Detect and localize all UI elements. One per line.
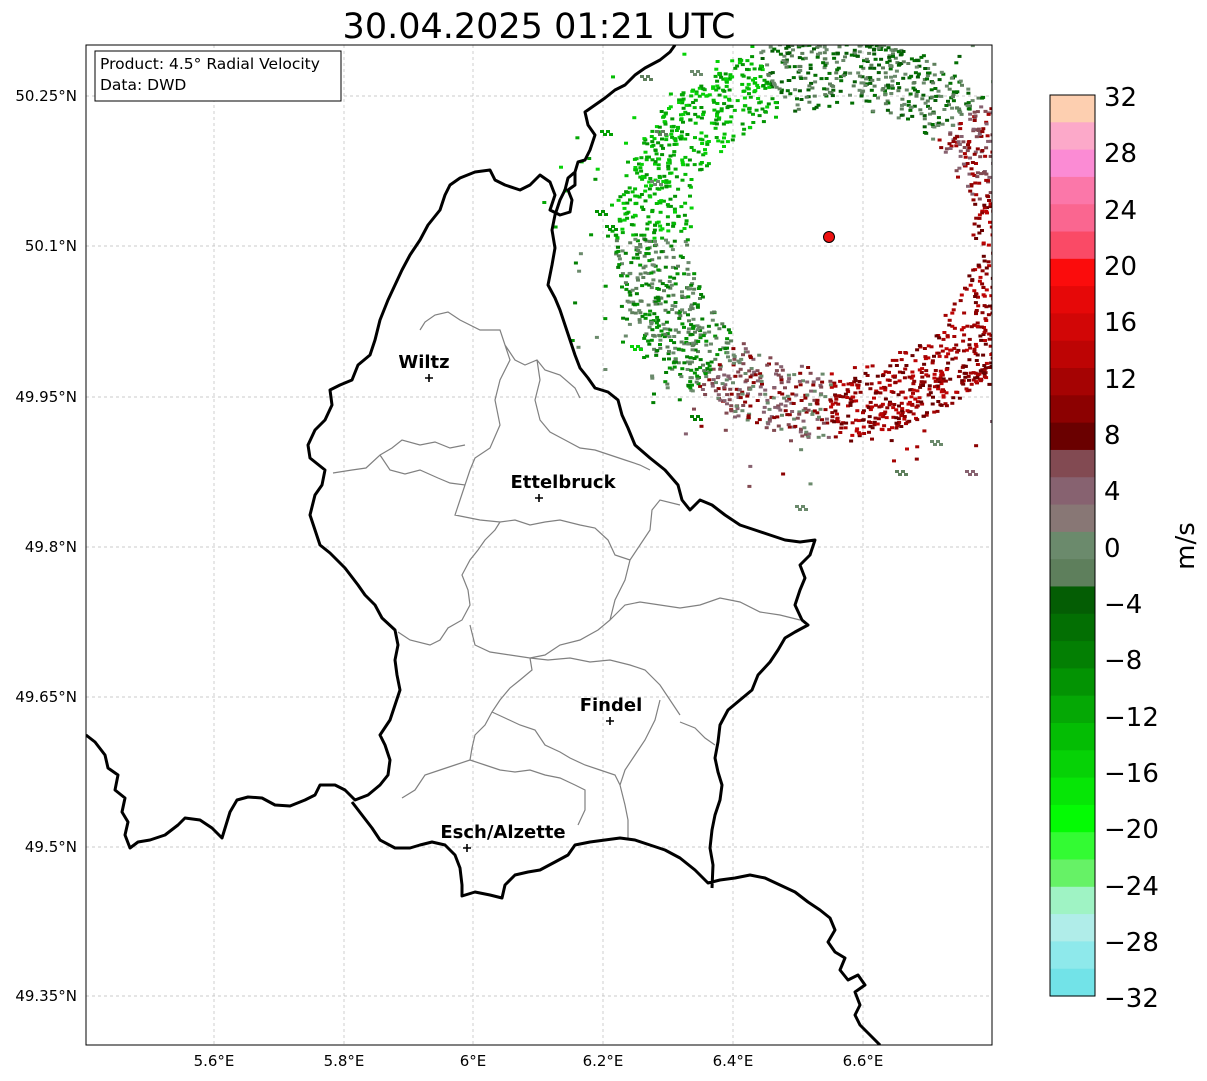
colorbar-tick-label: −32 bbox=[1104, 984, 1159, 1014]
lon-tick-labels: 5.6°E 5.8°E 6°E 6.2°E 6.4°E 6.6°E bbox=[194, 1052, 884, 1070]
colorbar-tick-label: 28 bbox=[1104, 139, 1137, 169]
info-box-frame bbox=[94, 50, 342, 102]
colorbar-segment bbox=[1050, 750, 1095, 779]
colorbar-tick-label: 12 bbox=[1104, 365, 1137, 395]
city-marker-icon bbox=[606, 717, 614, 725]
city-label: Esch/Alzette bbox=[440, 822, 565, 843]
city-markers: Wiltz Ettelbruck Findel Esch/Alzette bbox=[398, 352, 642, 852]
plot-frame bbox=[85, 44, 993, 1046]
city-marker-icon bbox=[535, 494, 543, 502]
colorbar-segment bbox=[1050, 941, 1095, 970]
colorbar-segment bbox=[1050, 231, 1095, 260]
colorbar-segment bbox=[1050, 95, 1095, 123]
radar-site-marker bbox=[823, 231, 835, 243]
colorbar-tick-label: −28 bbox=[1104, 928, 1159, 958]
colorbar-segment bbox=[1050, 968, 1095, 997]
colorbar-tick-label: −8 bbox=[1104, 646, 1142, 676]
colorbar-tick-label: −4 bbox=[1104, 590, 1142, 620]
colorbar-segment bbox=[1050, 477, 1095, 506]
info-box: Product: 4.5° Radial Velocity Data: DWD bbox=[94, 50, 342, 102]
colorbar-tick-label: 4 bbox=[1104, 477, 1121, 507]
colorbar-segment bbox=[1050, 886, 1095, 915]
lon-tick-label: 6°E bbox=[460, 1052, 487, 1070]
colorbar-tick-label: 20 bbox=[1104, 252, 1137, 282]
colorbar-segment bbox=[1050, 504, 1095, 533]
colorbar-segment bbox=[1050, 859, 1095, 888]
colorbar-segment bbox=[1050, 149, 1095, 178]
colorbar-tick-label: 8 bbox=[1104, 421, 1121, 451]
lon-tick-label: 6.6°E bbox=[843, 1052, 884, 1070]
lat-tick-label: 50.1°N bbox=[25, 237, 77, 255]
colorbar-segment bbox=[1050, 204, 1095, 233]
lon-tick-label: 6.2°E bbox=[583, 1052, 624, 1070]
city-label: Findel bbox=[580, 695, 643, 716]
colorbar-ticks: 32 28 24 20 16 12 8 4 0 −4 −8 −12 −16 −2… bbox=[1104, 83, 1159, 1014]
colorbar-tick-label: −16 bbox=[1104, 759, 1159, 789]
lat-tick-label: 49.35°N bbox=[15, 987, 77, 1005]
colorbar bbox=[1050, 95, 1095, 997]
radar-velocity-echoes bbox=[542, 45, 992, 511]
city-esch-alzette: Esch/Alzette bbox=[440, 822, 566, 852]
canton-boundaries bbox=[332, 311, 801, 840]
colorbar-segment bbox=[1050, 586, 1095, 615]
colorbar-segment bbox=[1050, 286, 1095, 315]
colorbar-segment bbox=[1050, 340, 1095, 369]
city-marker-icon bbox=[463, 844, 471, 852]
map-title: 30.04.2025 01:21 UTC bbox=[343, 7, 736, 47]
colorbar-segment bbox=[1050, 368, 1095, 396]
city-wiltz: Wiltz bbox=[398, 352, 450, 382]
colorbar-tick-label: 16 bbox=[1104, 308, 1137, 338]
colorbar-segment bbox=[1050, 641, 1095, 669]
colorbar-segment bbox=[1050, 722, 1095, 751]
colorbar-tick-label: 32 bbox=[1104, 83, 1137, 113]
lat-tick-label: 50.25°N bbox=[15, 87, 77, 105]
city-label: Ettelbruck bbox=[510, 472, 616, 493]
lat-tick-label: 49.95°N bbox=[15, 388, 77, 406]
city-marker-icon bbox=[425, 374, 433, 382]
colorbar-tick-label: 24 bbox=[1104, 196, 1137, 226]
colorbar-segment bbox=[1050, 613, 1095, 642]
lat-tick-labels: 50.25°N 50.1°N 49.95°N 49.8°N 49.65°N 49… bbox=[15, 87, 77, 1005]
gridlines bbox=[86, 45, 992, 1045]
colorbar-tick-label: 0 bbox=[1104, 534, 1121, 564]
lon-tick-label: 6.4°E bbox=[713, 1052, 754, 1070]
colorbar-segment bbox=[1050, 559, 1095, 588]
colorbar-segment bbox=[1050, 422, 1095, 451]
info-product: Product: 4.5° Radial Velocity bbox=[100, 55, 320, 73]
colorbar-tick-label: −12 bbox=[1104, 703, 1159, 733]
colorbar-segment bbox=[1050, 395, 1095, 424]
colorbar-segment bbox=[1050, 668, 1095, 697]
colorbar-segment bbox=[1050, 122, 1095, 151]
plot-area bbox=[86, 45, 992, 1045]
colorbar-segment bbox=[1050, 914, 1095, 942]
colorbar-segment bbox=[1050, 258, 1095, 287]
colorbar-segment bbox=[1050, 832, 1095, 861]
city-ettelbruck: Ettelbruck bbox=[510, 472, 617, 502]
colorbar-tick-label: −24 bbox=[1104, 872, 1159, 902]
lat-tick-label: 49.65°N bbox=[15, 688, 77, 706]
colorbar-segment bbox=[1050, 804, 1095, 833]
colorbar-segment bbox=[1050, 695, 1095, 724]
city-findel: Findel bbox=[580, 695, 643, 725]
lat-tick-label: 49.5°N bbox=[25, 838, 77, 856]
city-label: Wiltz bbox=[398, 352, 449, 373]
colorbar-segment bbox=[1050, 531, 1095, 560]
lon-tick-label: 5.6°E bbox=[194, 1052, 235, 1070]
info-data-source: Data: DWD bbox=[100, 76, 186, 94]
lat-tick-label: 49.8°N bbox=[25, 538, 77, 556]
colorbar-segment bbox=[1050, 313, 1095, 342]
country-borders bbox=[86, 45, 882, 1045]
colorbar-segment bbox=[1050, 176, 1095, 205]
colorbar-frame bbox=[1049, 94, 1096, 997]
colorbar-segment bbox=[1050, 449, 1095, 478]
colorbar-unit-label: m/s bbox=[1171, 522, 1201, 570]
colorbar-segment bbox=[1050, 777, 1095, 806]
colorbar-tick-label: −20 bbox=[1104, 815, 1159, 845]
lon-tick-label: 5.8°E bbox=[324, 1052, 365, 1070]
